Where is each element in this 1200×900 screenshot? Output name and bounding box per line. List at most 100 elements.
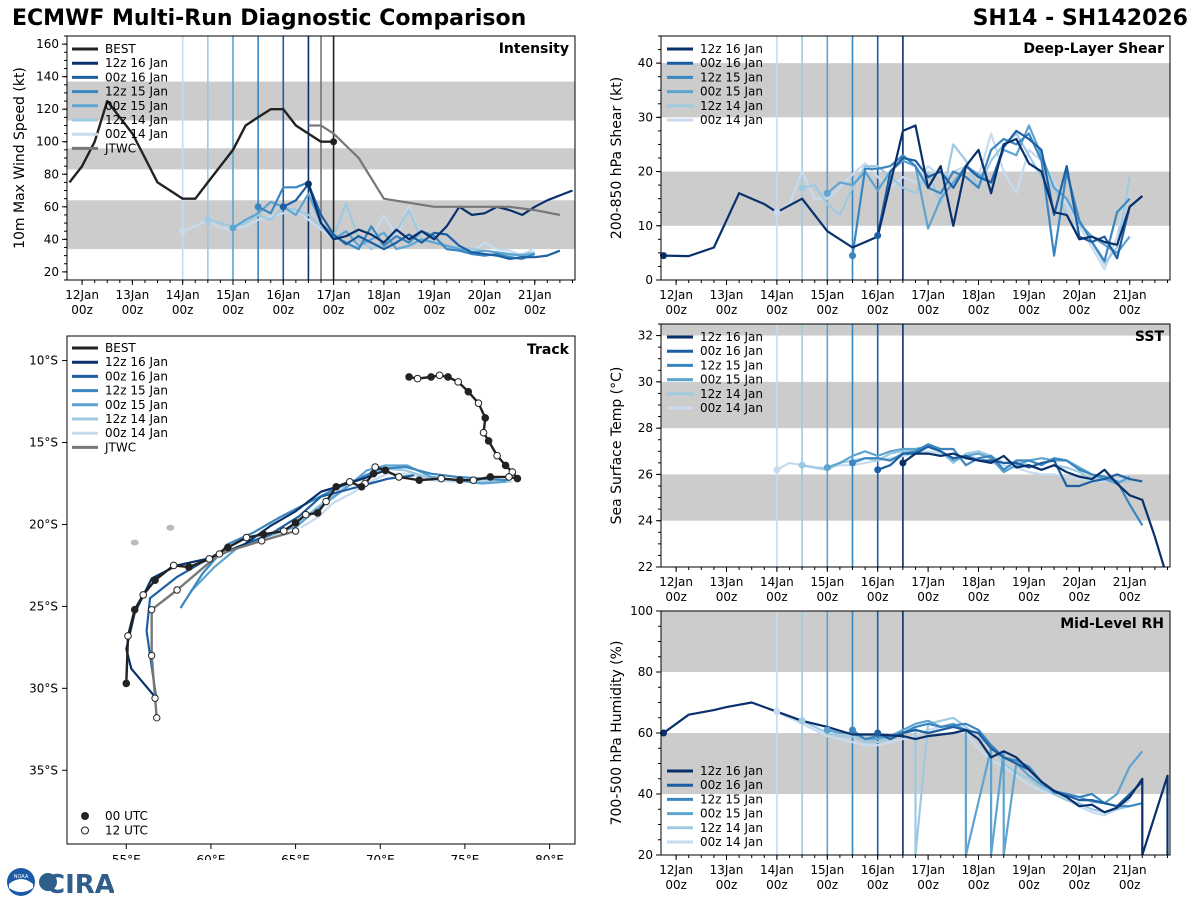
best-track-point-marker xyxy=(486,473,495,481)
y-tick-label: 26 xyxy=(638,467,653,481)
best-track-point-marker xyxy=(481,414,490,422)
map-frame xyxy=(66,335,576,845)
x-tick-label: 13Jan xyxy=(115,288,149,302)
y-tick-label: 60 xyxy=(638,726,653,740)
best-track-point-marker xyxy=(454,378,462,386)
utc12-marker-icon xyxy=(81,826,89,835)
x-tick-label: 00z xyxy=(524,303,546,317)
legend-label: 00z 16 Jan xyxy=(700,344,763,358)
y-tick-label: 100 xyxy=(630,605,653,618)
y-tick-label: 32 xyxy=(638,329,653,343)
x-tick-label: 16Jan xyxy=(861,575,895,589)
x-tick-label: 00z xyxy=(817,590,839,604)
series-init-marker xyxy=(179,227,187,235)
best-track-point-marker xyxy=(437,474,446,483)
x-tick-label: 00z xyxy=(1068,303,1090,317)
legend-label: 00z 16 Jan xyxy=(700,56,763,70)
y-tick-label: 40 xyxy=(638,56,653,70)
y-axis-label: 10m Max Wind Speed (kt) xyxy=(12,67,28,249)
best-track-point-marker xyxy=(259,530,268,539)
x-tick-label: 17Jan xyxy=(911,575,945,589)
x-tick-label: 00z xyxy=(474,303,496,317)
lat-tick-label: 25°S xyxy=(29,599,58,613)
x-tick-label: 00z xyxy=(716,303,738,317)
best-track-point-marker xyxy=(479,428,488,437)
best-track-point-marker xyxy=(484,437,493,445)
x-tick-label: 21Jan xyxy=(1113,863,1147,877)
x-tick-label: 20Jan xyxy=(1062,288,1096,302)
series-init-marker xyxy=(874,729,882,737)
best-track-point-marker xyxy=(322,497,330,506)
x-tick-label: 00z xyxy=(867,590,889,604)
x-tick-label: 20Jan xyxy=(1062,575,1096,589)
noaa-cira-logo: NOAA CIRA xyxy=(7,868,114,898)
x-tick-label: 00z xyxy=(272,303,294,317)
x-tick-label: 00z xyxy=(917,590,939,604)
legend-label: 00z 14 Jan xyxy=(700,835,763,849)
x-tick-label: 00z xyxy=(122,303,144,317)
best-track-point-marker xyxy=(369,469,378,478)
y-tick-label: 40 xyxy=(44,232,59,246)
x-tick-label: 16Jan xyxy=(861,863,895,877)
y-tick-label: 20 xyxy=(638,165,653,179)
x-tick-label: 19Jan xyxy=(1012,575,1046,589)
lon-tick-label: 80°E xyxy=(535,853,564,860)
x-tick-label: 15Jan xyxy=(810,863,844,877)
noaa-wave-icon xyxy=(9,879,33,892)
panel-title: Deep-Layer Shear xyxy=(1023,41,1164,57)
y-axis-label: 200-850 hPa Shear (kt) xyxy=(609,77,625,239)
x-tick-label: 19Jan xyxy=(1012,288,1046,302)
x-tick-label: 12Jan xyxy=(659,288,693,302)
x-tick-label: 17Jan xyxy=(317,288,351,302)
x-tick-label: 13Jan xyxy=(710,575,744,589)
series-init-marker xyxy=(773,208,781,216)
x-tick-label: 00z xyxy=(1119,878,1141,892)
jtwc-track-line xyxy=(150,529,296,718)
series-init-marker xyxy=(798,461,806,469)
x-tick-label: 00z xyxy=(716,590,738,604)
legend-label: 00z 16 Jan xyxy=(700,778,763,792)
x-tick-label: 15Jan xyxy=(216,288,250,302)
legend-label: 00z 15 Jan xyxy=(105,99,168,113)
x-tick-label: 00z xyxy=(323,303,345,317)
x-tick-label: 17Jan xyxy=(911,288,945,302)
y-tick-label: 30 xyxy=(638,110,653,124)
x-tick-label: 00z xyxy=(968,303,990,317)
legend-label: BEST xyxy=(105,42,136,56)
globe-icon xyxy=(39,873,57,891)
best-track-point-marker xyxy=(124,632,132,640)
legend-label: 12z 15 Jan xyxy=(105,85,168,99)
threshold-band xyxy=(661,63,1170,118)
legend-label: 00z 15 Jan xyxy=(700,85,763,99)
lon-tick-label: 60°E xyxy=(197,853,226,860)
x-tick-label: 00z xyxy=(665,878,687,892)
x-tick-label: 20Jan xyxy=(1062,863,1096,877)
y-tick-label: 140 xyxy=(36,70,59,84)
series-init-marker xyxy=(773,466,781,474)
series-line xyxy=(826,445,1131,485)
jtwc-point-marker xyxy=(215,550,224,558)
best-track-point-marker xyxy=(139,591,147,599)
best-last-marker xyxy=(330,138,338,146)
legend-label: 12z 14 Jan xyxy=(105,412,168,426)
x-tick-label: 21Jan xyxy=(1113,575,1147,589)
threshold-band xyxy=(661,381,1170,429)
marker-legend-label: 00 UTC xyxy=(105,809,148,823)
x-tick-label: 00z xyxy=(222,303,244,317)
legend-label: 12z 16 Jan xyxy=(700,330,763,344)
series-init-marker xyxy=(229,224,237,232)
series-init-marker xyxy=(798,184,806,192)
y-tick-label: 60 xyxy=(44,200,59,214)
x-tick-label: 14Jan xyxy=(760,288,794,302)
series-init-marker xyxy=(874,232,882,240)
x-tick-label: 15Jan xyxy=(810,288,844,302)
series-init-marker xyxy=(874,466,882,474)
legend-label: 00z 16 Jan xyxy=(105,369,168,383)
y-tick-label: 28 xyxy=(638,421,653,435)
best-track-point-marker xyxy=(332,482,341,491)
jtwc-point-marker xyxy=(151,694,159,702)
marker-legend-label: 12 UTC xyxy=(105,824,148,838)
x-tick-label: 00z xyxy=(1119,590,1141,604)
best-track-point-marker xyxy=(301,510,310,519)
legend-label: 00z 14 Jan xyxy=(700,113,763,127)
